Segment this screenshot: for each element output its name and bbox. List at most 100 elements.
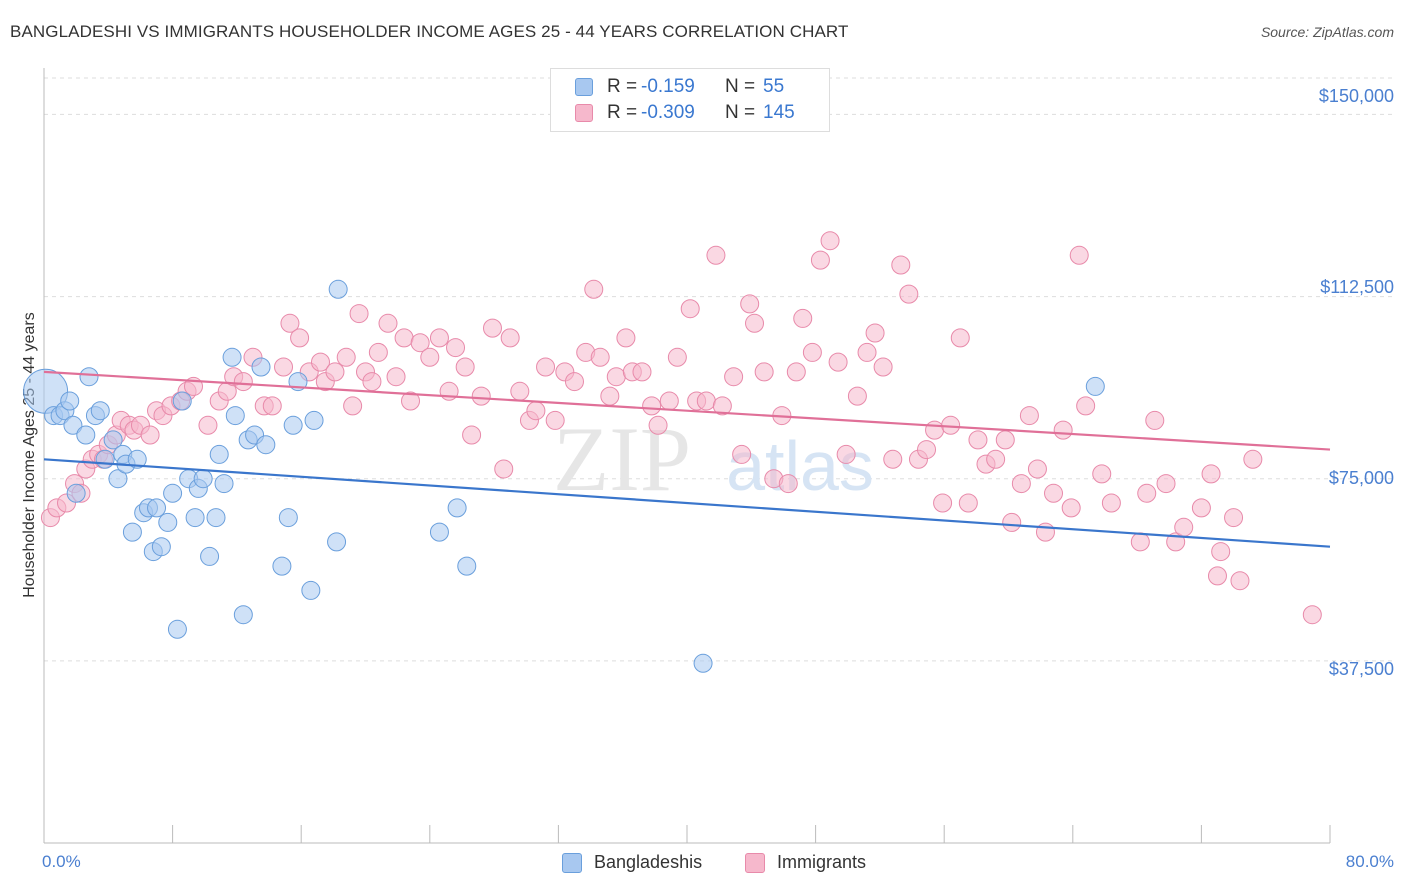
legend-n-label: N =	[725, 76, 756, 97]
immigrants-point	[420, 347, 440, 367]
bangladeshis-point	[167, 619, 187, 639]
immigrants-point	[526, 401, 546, 421]
bangladeshis-point	[209, 444, 229, 464]
immigrants-point	[857, 342, 877, 362]
immigrants-point	[891, 255, 911, 275]
immigrants-point	[336, 347, 356, 367]
bangladeshis-point	[79, 367, 99, 387]
bangladeshis-point	[95, 449, 115, 469]
bangladeshis-point	[328, 279, 348, 299]
immigrants-point	[325, 362, 345, 382]
immigrants-point	[1201, 464, 1221, 484]
bangladeshis-point	[63, 415, 83, 435]
immigrants-point	[1145, 410, 1165, 430]
immigrants-point	[545, 410, 565, 430]
immigrants-point	[958, 493, 978, 513]
x-tick-80: 80.0%	[1345, 852, 1394, 871]
immigrants-point	[510, 381, 530, 401]
immigrants-point	[1092, 464, 1112, 484]
immigrants-point	[290, 328, 310, 348]
immigrants-point	[1156, 474, 1176, 494]
legend-n-label: N =	[725, 102, 756, 123]
immigrants-trend-line	[43, 370, 1331, 451]
watermark: ZIP atlas	[553, 408, 874, 510]
immigrants-point	[274, 357, 294, 377]
immigrants-point	[659, 391, 679, 411]
immigrants-points	[40, 231, 1322, 625]
bangladeshis-point	[225, 406, 245, 426]
bangladeshis-point	[429, 522, 449, 542]
immigrants-point	[740, 294, 760, 314]
immigrants-point	[706, 245, 726, 265]
immigrants-point	[378, 313, 398, 333]
immigrants-point	[820, 231, 840, 251]
immigrants-point	[500, 328, 520, 348]
legend-r-value: -0.309	[641, 102, 695, 123]
immigrants-point	[1243, 449, 1263, 469]
immigrants-point	[995, 430, 1015, 450]
immigrants-point	[590, 347, 610, 367]
immigrants-point	[754, 362, 774, 382]
immigrants-point	[1053, 420, 1073, 440]
immigrants-point	[712, 396, 732, 416]
immigrants-point	[778, 474, 798, 494]
immigrants-point	[616, 328, 636, 348]
immigrants-point	[1011, 474, 1031, 494]
immigrants-label: Immigrants	[777, 852, 867, 872]
immigrants-point	[793, 308, 813, 328]
bangladeshis-point	[163, 483, 183, 503]
bangladeshis-point	[158, 512, 178, 532]
y-tick-37500: $37,500	[1328, 659, 1394, 679]
immigrants-point	[446, 338, 466, 358]
immigrants-point	[1191, 498, 1211, 518]
immigrants-point	[925, 420, 945, 440]
immigrants-point	[198, 415, 218, 435]
immigrants-point	[642, 396, 662, 416]
chart-title: BANGLADESHI VS IMMIGRANTS HOUSEHOLDER IN…	[10, 22, 849, 41]
bangladeshis-point	[272, 556, 292, 576]
bangladeshis-point	[122, 522, 142, 542]
immigrants-point	[917, 440, 937, 460]
immigrants-point	[680, 299, 700, 319]
bangladeshis-point	[251, 357, 271, 377]
immigrants-point	[933, 493, 953, 513]
immigrants-point	[429, 328, 449, 348]
bangladeshis-point	[185, 508, 205, 528]
legend-swatch-pink	[575, 104, 593, 122]
immigrants-point	[732, 444, 752, 464]
immigrants-point	[667, 347, 687, 367]
immigrants-point	[1211, 542, 1231, 562]
y-tick-150000: $150,000	[1318, 86, 1394, 106]
bangladeshis-point	[60, 391, 80, 411]
immigrants-point	[1207, 566, 1227, 586]
axes	[43, 68, 1331, 844]
immigrants-point	[724, 367, 744, 387]
immigrants-point	[482, 318, 502, 338]
bangladeshis-point	[214, 474, 234, 494]
legend-item-bangladeshis[interactable]: Bangladeshis	[562, 852, 702, 873]
immigrants-point	[968, 430, 988, 450]
immigrants-point	[410, 333, 430, 353]
immigrants-point	[606, 367, 626, 387]
bangladeshis-point	[206, 508, 226, 528]
bangladeshis-point	[301, 580, 321, 600]
legend-item-immigrants[interactable]: Immigrants	[745, 852, 866, 873]
immigrants-point	[1027, 459, 1047, 479]
immigrants-point	[899, 284, 919, 304]
immigrants-point	[1174, 517, 1194, 537]
legend-n-value: 145	[763, 102, 795, 123]
legend-row-immigrants: R = -0.309 N = 145	[575, 101, 795, 125]
y-tick-75000: $75,000	[1328, 468, 1394, 488]
immigrants-point	[349, 304, 369, 324]
immigrants-point	[1002, 512, 1022, 532]
immigrants-point	[1101, 493, 1121, 513]
immigrants-point	[564, 372, 584, 392]
immigrants-point	[696, 391, 716, 411]
immigrants-point	[368, 342, 388, 362]
immigrants-point	[462, 425, 482, 445]
immigrants-point	[1302, 605, 1322, 625]
bangladeshis-point	[457, 556, 477, 576]
bangladeshis-point	[66, 483, 86, 503]
immigrants-point	[1076, 396, 1096, 416]
